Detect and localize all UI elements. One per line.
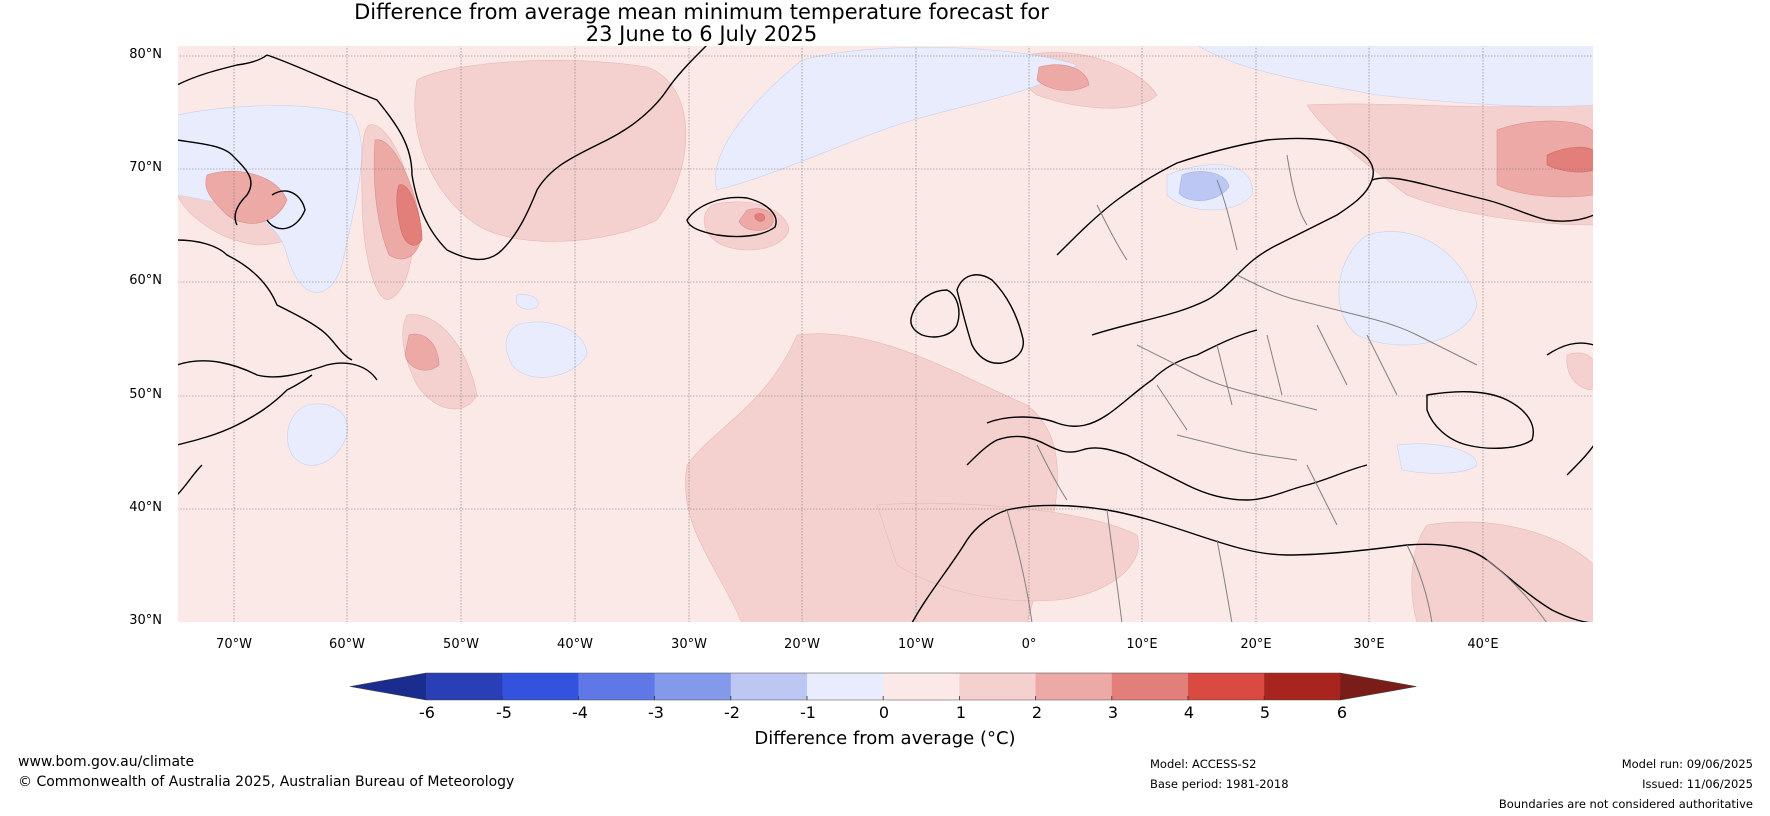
colorbar-segment	[959, 673, 1037, 700]
lat-label-30n: 30°N	[129, 613, 162, 628]
colorbar-extend-under	[350, 673, 426, 700]
lon-label-40e: 40°E	[1467, 637, 1499, 652]
colorbar-title: Difference from average (°C)	[754, 728, 1016, 749]
colorbar-tick-5: 5	[1259, 703, 1271, 722]
colorbar-tick-6: 6	[1336, 703, 1348, 722]
colorbar-segment	[502, 673, 579, 700]
colorbar-tick-minus6: -6	[419, 703, 435, 722]
base-period-text: Base period: 1981-2018	[1150, 777, 1289, 791]
colorbar-extend-over	[1340, 673, 1417, 700]
lon-label-30w: 30°W	[671, 637, 707, 652]
lon-label-70w: 70°W	[216, 637, 252, 652]
lat-label-60n: 60°N	[129, 273, 162, 288]
colorbar-tick-3: 3	[1107, 703, 1119, 722]
anomaly-layer-minus2-to-minus1	[1178, 171, 1230, 201]
colorbar-segment	[730, 673, 808, 700]
lon-label-50w: 50°W	[443, 637, 479, 652]
lat-label-80n: 80°N	[129, 47, 162, 62]
issued-text: Issued: 11/06/2025	[1642, 777, 1753, 791]
map-frame	[177, 45, 1594, 623]
colorbar-tick-2: 2	[1031, 703, 1043, 722]
colorbar-segment	[1188, 673, 1265, 700]
anomaly-layer-3-to-4	[396, 146, 1594, 246]
lon-label-10w: 10°W	[898, 637, 934, 652]
colorbar-tick-minus3: -3	[648, 703, 664, 722]
lon-label-60w: 60°W	[329, 637, 365, 652]
colorbar-segment	[1111, 673, 1189, 700]
chart-title-line-2: 23 June to 6 July 2025	[585, 22, 818, 46]
disclaimer-text: Boundaries are not considered authoritat…	[1498, 797, 1753, 811]
colorbar-tick-minus5: -5	[496, 703, 512, 722]
colorbar-tick-minus1: -1	[800, 703, 816, 722]
lon-label-10e: 10°E	[1126, 637, 1158, 652]
website-text: www.bom.gov.au/climate	[18, 754, 195, 770]
lon-label-0: 0°	[1021, 637, 1037, 652]
lon-label-20w: 20°W	[784, 637, 820, 652]
lon-label-30e: 30°E	[1353, 637, 1385, 652]
colorbar-tick-0: 0	[878, 703, 890, 722]
copyright-text: © Commonwealth of Australia 2025, Austra…	[18, 774, 515, 790]
colorbar-tick-4: 4	[1183, 703, 1195, 722]
chart-title-line-1: Difference from average mean minimum tem…	[354, 0, 1049, 24]
forecast-map	[177, 45, 1594, 623]
colorbar-segment	[807, 673, 884, 700]
model-run-text: Model run: 09/06/2025	[1621, 757, 1753, 771]
colorbar-segment	[1264, 673, 1341, 700]
colorbar-segment	[654, 673, 732, 700]
country-borders	[1006, 154, 1548, 623]
colorbar-segment	[578, 673, 656, 700]
lon-label-40w: 40°W	[557, 637, 593, 652]
lat-label-40n: 40°N	[129, 500, 162, 515]
lon-label-20e: 20°E	[1240, 637, 1272, 652]
lat-label-50n: 50°N	[129, 387, 162, 402]
colorbar-segment	[883, 673, 960, 700]
lat-label-70n: 70°N	[129, 160, 162, 175]
colorbar-tick-1: 1	[955, 703, 967, 722]
colorbar-segment	[1035, 673, 1113, 700]
colorbar-tick-minus2: -2	[724, 703, 740, 722]
graticule	[177, 45, 1594, 623]
model-text: Model: ACCESS-S2	[1150, 757, 1257, 771]
colorbar-segment	[426, 673, 503, 700]
colorbar-segments	[350, 672, 1417, 701]
colorbar-tick-minus4: -4	[572, 703, 588, 722]
colorbar	[350, 672, 1417, 701]
